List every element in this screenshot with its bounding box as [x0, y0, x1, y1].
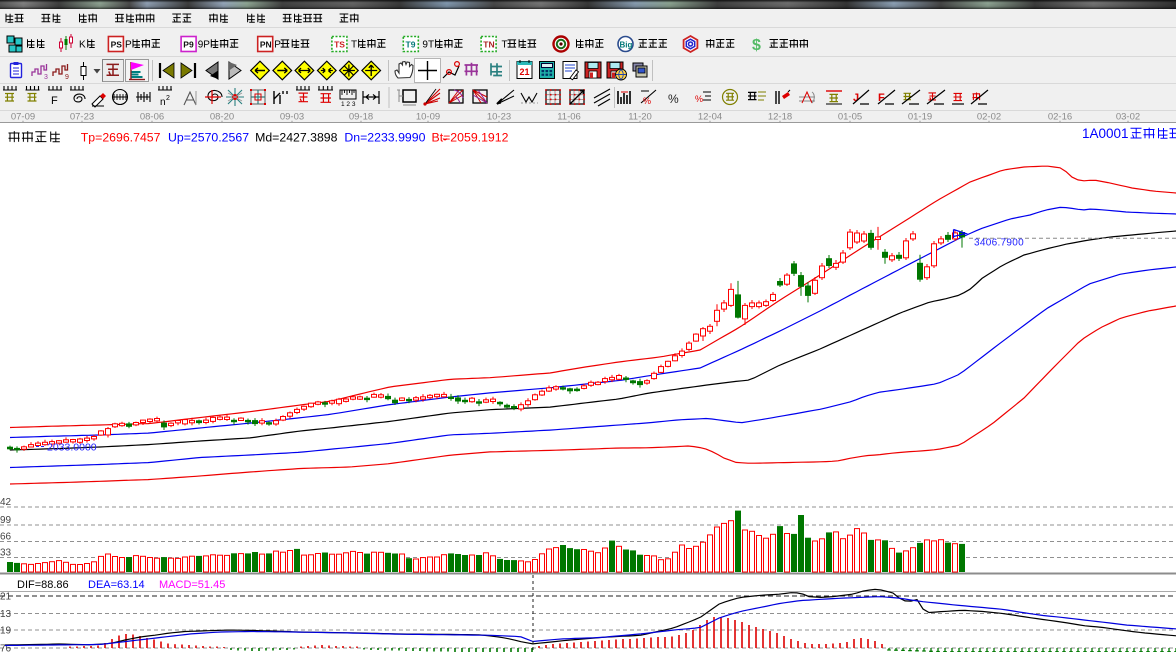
- svg-text:10-23: 10-23: [487, 112, 511, 123]
- svg-text:MACD=51.45: MACD=51.45: [159, 579, 225, 591]
- svg-text:Big: Big: [620, 41, 633, 50]
- svg-text:02-02: 02-02: [977, 112, 1001, 123]
- svg-text:P: P: [125, 39, 132, 50]
- svg-text:%: %: [695, 94, 703, 104]
- svg-text:09-03: 09-03: [280, 112, 304, 123]
- svg-text:%: %: [643, 96, 651, 106]
- svg-text:01-05: 01-05: [838, 112, 862, 123]
- svg-text:9P: 9P: [198, 39, 211, 50]
- svg-text:n: n: [160, 97, 166, 108]
- svg-text:Tp=2696.7457: Tp=2696.7457: [81, 131, 161, 145]
- svg-text:Md=2427.3898: Md=2427.3898: [255, 131, 338, 145]
- svg-text:33: 33: [0, 548, 12, 559]
- svg-text:13: 13: [0, 609, 12, 620]
- svg-text:%: %: [668, 92, 679, 106]
- svg-text:21: 21: [0, 592, 12, 603]
- svg-text:42: 42: [0, 497, 12, 508]
- svg-text:08-06: 08-06: [140, 112, 164, 123]
- svg-text:T9: T9: [406, 40, 416, 50]
- svg-text:Up=2570.2567: Up=2570.2567: [168, 131, 249, 145]
- svg-text:DIF=88.86: DIF=88.86: [17, 579, 69, 591]
- svg-text:DEA=63.14: DEA=63.14: [88, 579, 145, 591]
- svg-text:P: P: [274, 39, 281, 50]
- svg-text:03-02: 03-02: [1116, 112, 1140, 123]
- svg-text:9T: 9T: [422, 39, 434, 50]
- svg-text:K: K: [79, 39, 86, 50]
- svg-text:76: 76: [0, 644, 12, 652]
- svg-text:PS: PS: [111, 40, 123, 50]
- svg-text:3406.7900: 3406.7900: [974, 238, 1024, 249]
- svg-text:66: 66: [0, 532, 12, 543]
- svg-text:11-20: 11-20: [628, 112, 652, 123]
- svg-text:P9: P9: [183, 40, 194, 50]
- svg-text:Dn=2233.9990: Dn=2233.9990: [344, 131, 425, 145]
- svg-text:07-09: 07-09: [11, 112, 35, 123]
- svg-text:T: T: [351, 39, 357, 50]
- svg-text:19: 19: [0, 626, 12, 637]
- svg-text:11-06: 11-06: [557, 112, 581, 123]
- svg-text:12-18: 12-18: [768, 112, 792, 123]
- svg-text:1 2 3: 1 2 3: [341, 101, 356, 108]
- svg-text:07-23: 07-23: [70, 112, 94, 123]
- svg-text:Bt=2059.1912: Bt=2059.1912: [432, 131, 509, 145]
- svg-text:TN: TN: [483, 40, 494, 50]
- svg-text:T: T: [502, 39, 508, 50]
- svg-text:01-19: 01-19: [908, 112, 932, 123]
- svg-text:1A0001: 1A0001: [1082, 126, 1129, 141]
- svg-text:10-09: 10-09: [416, 112, 440, 123]
- svg-text:12-04: 12-04: [698, 112, 722, 123]
- svg-text:2033.0000: 2033.0000: [47, 442, 97, 454]
- svg-text:3: 3: [44, 74, 48, 81]
- svg-text:F: F: [51, 95, 58, 107]
- svg-text:08-20: 08-20: [210, 112, 234, 123]
- svg-text:J: J: [853, 92, 859, 104]
- svg-text:21: 21: [520, 67, 530, 77]
- svg-text:99: 99: [0, 515, 12, 526]
- svg-text:F: F: [878, 92, 885, 104]
- svg-text:$: $: [752, 37, 761, 54]
- svg-text:09-18: 09-18: [349, 112, 373, 123]
- svg-text:9: 9: [65, 74, 69, 81]
- svg-text:TS: TS: [334, 40, 345, 50]
- svg-text:02-16: 02-16: [1048, 112, 1072, 123]
- svg-text:2: 2: [166, 95, 170, 102]
- svg-text:PN: PN: [260, 40, 272, 50]
